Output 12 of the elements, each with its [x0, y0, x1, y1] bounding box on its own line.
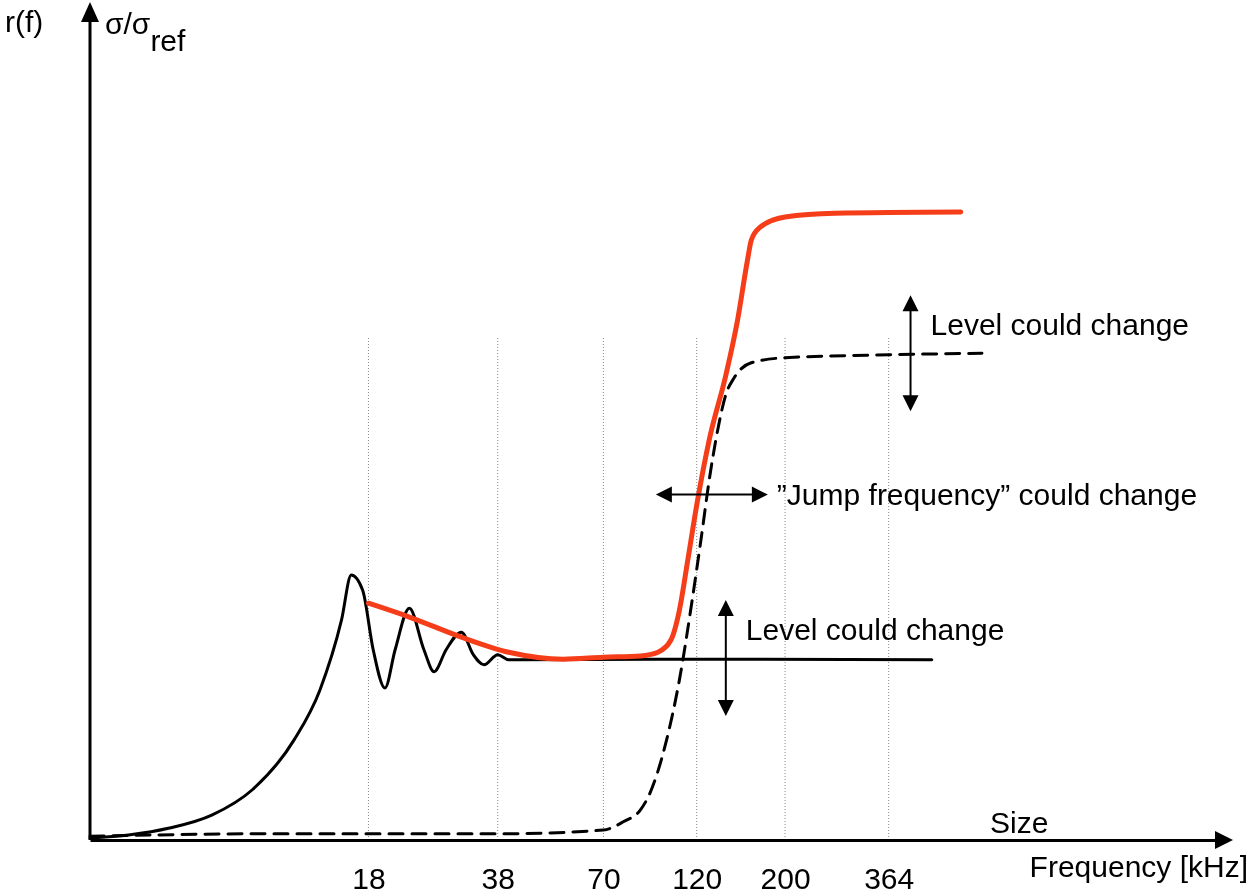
- annotation: Level could change: [930, 308, 1190, 342]
- x-tick-label: 18: [352, 862, 386, 895]
- x-tick-label: 200: [760, 862, 811, 895]
- x-axis-title: Frequency [kHz]: [1029, 850, 1248, 883]
- annotation: ”Jump frequency” could change: [776, 477, 1198, 511]
- annotation: Size: [990, 806, 1049, 839]
- x-tick-label: 364: [864, 862, 915, 895]
- x-tick-label: 120: [672, 862, 723, 895]
- x-tick-label: 38: [481, 862, 515, 895]
- x-tick-label: 70: [587, 862, 621, 895]
- text: r(f): [5, 5, 44, 38]
- annotation: Level could change: [745, 612, 1005, 646]
